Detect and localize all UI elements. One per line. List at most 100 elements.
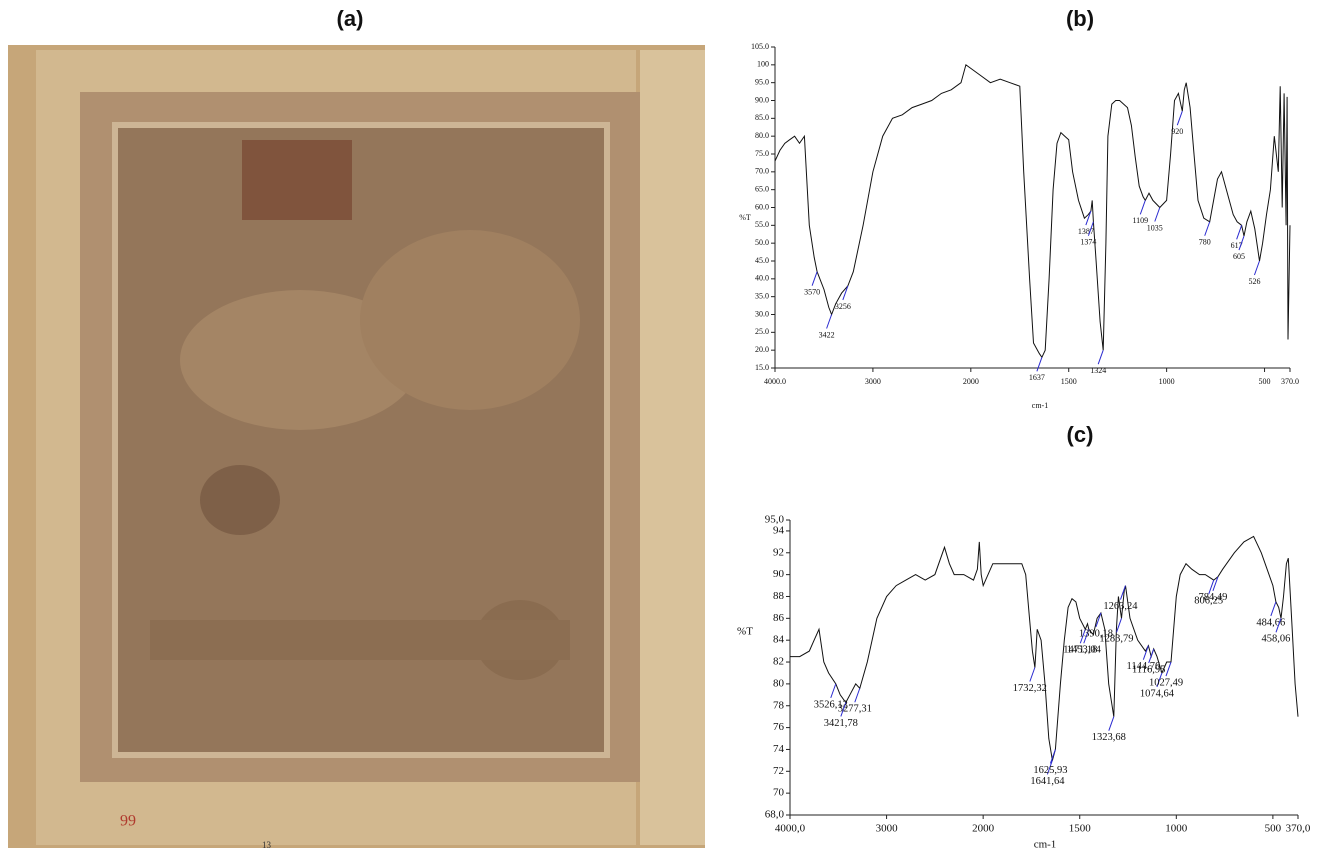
figure: 99 13 (a) (b)15.020.025.030.035.040.045.… bbox=[0, 0, 1318, 850]
y-tick-label: 72 bbox=[773, 765, 784, 777]
y-tick-label: 76 bbox=[773, 721, 785, 733]
photo-detail bbox=[360, 230, 580, 410]
y-tick-label: 68,0 bbox=[765, 809, 785, 821]
y-tick-label: 55.0 bbox=[755, 220, 769, 229]
peak-label: 1116,95 bbox=[1132, 664, 1165, 675]
peak-leader bbox=[1143, 646, 1148, 660]
spectrum-line bbox=[790, 536, 1298, 760]
y-tick-label: 78 bbox=[773, 699, 785, 711]
y-tick-label: 105.0 bbox=[751, 42, 769, 51]
peak-label: 1641,64 bbox=[1030, 776, 1065, 787]
peak-leader bbox=[1237, 225, 1242, 239]
peak-label: 1027,49 bbox=[1149, 677, 1183, 688]
panel-title: (a) bbox=[337, 6, 364, 31]
y-tick-label: 35.0 bbox=[755, 291, 769, 300]
x-tick-label: 3000 bbox=[865, 377, 881, 386]
peak-label: 1323,68 bbox=[1092, 732, 1126, 743]
peak-leader bbox=[1177, 111, 1182, 125]
y-tick-label: 70.0 bbox=[755, 167, 769, 176]
peak-leader bbox=[1030, 668, 1035, 682]
y-tick-label: 45.0 bbox=[755, 256, 769, 265]
y-tick-label: 75.0 bbox=[755, 149, 769, 158]
x-tick-label: 3000 bbox=[876, 823, 899, 835]
y-tick-label: 30.0 bbox=[755, 309, 769, 318]
photo-side bbox=[640, 50, 705, 845]
y-tick-label: 60.0 bbox=[755, 202, 769, 211]
peak-label: 458,06 bbox=[1262, 634, 1291, 645]
y-tick-label: 74 bbox=[773, 743, 785, 755]
y-tick-label: 86 bbox=[773, 612, 785, 624]
y-axis-label: %T bbox=[739, 213, 751, 222]
peak-label: 920 bbox=[1171, 127, 1183, 136]
photo: 99 13 bbox=[8, 45, 705, 850]
x-axis-label: cm-1 bbox=[1034, 839, 1057, 850]
peak-label: 1035 bbox=[1147, 223, 1163, 232]
x-axis-label: cm-1 bbox=[1032, 401, 1048, 410]
y-tick-label: 100 bbox=[757, 60, 769, 69]
peak-leader bbox=[812, 272, 817, 286]
x-tick-label: 1500 bbox=[1069, 823, 1092, 835]
x-tick-label: 1500 bbox=[1061, 377, 1077, 386]
peak-leader bbox=[1120, 586, 1125, 600]
peak-label: 1374 bbox=[1080, 238, 1096, 247]
peak-leader bbox=[1205, 222, 1210, 236]
peak-label: 1637 bbox=[1029, 373, 1045, 382]
y-tick-label: 95.0 bbox=[755, 77, 769, 86]
y-tick-label: 40.0 bbox=[755, 274, 769, 283]
y-tick-label: 92 bbox=[773, 546, 784, 558]
peak-leader bbox=[831, 684, 836, 698]
peak-leader bbox=[1166, 662, 1171, 676]
peak-leader bbox=[1254, 261, 1259, 275]
peak-label: 3570 bbox=[804, 288, 820, 297]
y-tick-label: 88 bbox=[773, 590, 785, 602]
peak-leader bbox=[855, 688, 860, 702]
panel-title: (c) bbox=[1067, 422, 1094, 447]
spectrum-line bbox=[775, 65, 1290, 358]
peak-label: 1263,24 bbox=[1103, 601, 1138, 612]
y-tick-label: 90 bbox=[773, 568, 785, 580]
peak-leader bbox=[1086, 211, 1091, 225]
peak-label: 780 bbox=[1199, 238, 1211, 247]
y-tick-label: 65.0 bbox=[755, 184, 769, 193]
x-tick-label: 2000 bbox=[963, 377, 979, 386]
peak-label: 3256 bbox=[835, 302, 851, 311]
y-tick-label: 70 bbox=[773, 787, 785, 799]
peak-label: 1732,32 bbox=[1013, 683, 1047, 694]
y-tick-label: 85.0 bbox=[755, 113, 769, 122]
y-tick-label: 84 bbox=[773, 634, 785, 646]
peak-leader bbox=[1155, 208, 1160, 222]
x-tick-label: 2000 bbox=[972, 823, 995, 835]
y-tick-label: 95,0 bbox=[765, 514, 785, 526]
y-axis-label: %T bbox=[737, 626, 753, 638]
peak-label: 1625,93 bbox=[1033, 765, 1067, 776]
y-tick-label: 82 bbox=[773, 656, 784, 668]
y-tick-label: 80.0 bbox=[755, 131, 769, 140]
peak-label: 3422 bbox=[819, 330, 835, 339]
x-tick-label: 1000 bbox=[1165, 823, 1188, 835]
x-tick-label: 500 bbox=[1265, 823, 1282, 835]
peak-label: 3277,31 bbox=[838, 704, 872, 715]
peak-label: 784,49 bbox=[1199, 592, 1228, 603]
x-tick-label: 370.0 bbox=[1281, 377, 1299, 386]
y-tick-label: 94 bbox=[773, 524, 785, 536]
peak-label: 1074,64 bbox=[1140, 688, 1175, 699]
photo-marking: 99 bbox=[120, 813, 136, 830]
peak-leader bbox=[1037, 357, 1042, 371]
x-tick-label: 4000.0 bbox=[764, 377, 786, 386]
peak-label: 605 bbox=[1233, 252, 1245, 261]
peak-label: 3421,78 bbox=[824, 718, 858, 729]
panel-title: (b) bbox=[1066, 6, 1094, 31]
peak-label: 1324 bbox=[1090, 366, 1106, 375]
peak-label: 1453,04 bbox=[1067, 645, 1102, 656]
peak-label: 1109 bbox=[1132, 216, 1148, 225]
peak-label: 526 bbox=[1248, 277, 1260, 286]
photo-detail bbox=[242, 140, 352, 220]
photo-detail bbox=[150, 620, 570, 660]
peak-leader bbox=[827, 315, 832, 329]
x-tick-label: 1000 bbox=[1159, 377, 1175, 386]
x-tick-label: 500 bbox=[1259, 377, 1271, 386]
peak-label: 1283,79 bbox=[1099, 634, 1133, 645]
y-tick-label: 20.0 bbox=[755, 345, 769, 354]
photo-detail bbox=[200, 465, 280, 535]
photo-marking: 13 bbox=[262, 840, 272, 850]
